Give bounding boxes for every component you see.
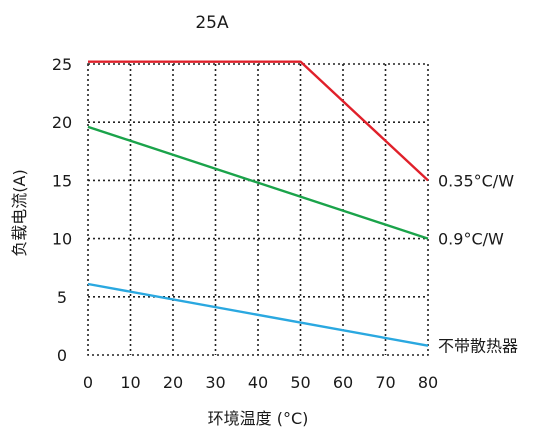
series-label-2: 不带散热器 [438, 337, 518, 356]
x-tick-label: 10 [120, 373, 140, 392]
series-line-1 [87, 125, 429, 240]
x-tick-label: 60 [333, 373, 353, 392]
x-tick-label: 20 [163, 373, 183, 392]
x-tick-label: 80 [418, 373, 438, 392]
plot-frame-border [87, 63, 429, 356]
x-axis-label: 环境温度 (°C) [208, 409, 309, 428]
y-tick-label: 0 [57, 346, 67, 365]
plot-frame [87, 63, 429, 356]
tick-labels: 0 10 20 30 40 50 60 70 80 0 5 10 15 20 25 [52, 55, 438, 392]
y-tick-label: 5 [57, 288, 67, 307]
x-tick-label: 70 [375, 373, 395, 392]
y-tick-label: 10 [52, 230, 72, 249]
series-label-1: 0.9°C/W [438, 230, 504, 249]
y-axis-label: 负载电流(A) [10, 169, 29, 256]
series-line-0 [88, 60, 429, 182]
y-tick-label: 25 [52, 55, 72, 74]
series-label-0: 0.35°C/W [438, 171, 514, 190]
series-labels: 0.35°C/W 0.9°C/W 不带散热器 [438, 171, 518, 355]
chart-title: 25A [195, 13, 229, 33]
y-tick-label: 20 [52, 113, 72, 132]
x-tick-label: 40 [248, 373, 268, 392]
series-lines [87, 60, 429, 347]
x-tick-label: 50 [290, 373, 310, 392]
x-tick-label: 30 [205, 373, 225, 392]
x-tick-label: 0 [83, 373, 93, 392]
y-tick-label: 15 [52, 171, 72, 190]
grid [88, 64, 428, 355]
series-line-2 [87, 282, 429, 347]
